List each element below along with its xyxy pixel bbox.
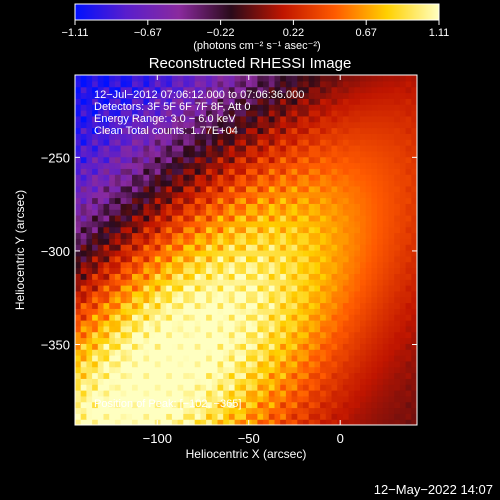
colorbar-ticks: −1.11 −0.67 −0.22 0.22 0.67 1.11 bbox=[61, 20, 449, 39]
colorbar-tick-label: 0.67 bbox=[355, 27, 376, 39]
annotation-time-range: 12−Jul−2012 07:06:12.000 to 07:06:36.000 bbox=[94, 89, 304, 101]
colorbar-tick-label: 0.22 bbox=[283, 27, 304, 39]
y-tick-label: −250 bbox=[41, 150, 70, 165]
annotation-detectors: Detectors: 3F 5F 6F 7F 8F, Att 0 bbox=[94, 101, 251, 113]
x-tick-label: −50 bbox=[238, 431, 260, 446]
heatmap-image bbox=[75, 75, 417, 425]
colorbar-tick-label: −0.22 bbox=[207, 27, 235, 39]
x-axis-label: Heliocentric X (arcsec) bbox=[186, 447, 307, 461]
colorbar-units: (photons cm⁻² s⁻¹ asec⁻²) bbox=[193, 40, 320, 52]
x-tick-label: −100 bbox=[143, 431, 172, 446]
colorbar-tick-label: −0.67 bbox=[134, 27, 162, 39]
y-axis-ticks: −250 −300 −350 bbox=[41, 150, 417, 353]
colorbar-tick-label: −1.11 bbox=[61, 27, 88, 39]
annotation-clean-counts: Clean Total counts: 1.77E+04 bbox=[94, 125, 238, 137]
annotation-energy-range: Energy Range: 3.0 − 6.0 keV bbox=[94, 113, 236, 125]
y-tick-label: −300 bbox=[41, 244, 70, 259]
x-tick-label: 0 bbox=[337, 431, 344, 446]
colorbar bbox=[74, 3, 440, 21]
y-axis-label: Heliocentric Y (arcsec) bbox=[13, 190, 27, 310]
footer-date: 12−May−2022 14:07 bbox=[374, 482, 493, 497]
y-tick-label: −350 bbox=[41, 338, 70, 353]
colorbar-tick-label: 1.11 bbox=[429, 27, 450, 39]
annotation-peak-position: Position of Peak: [−102, −365] bbox=[94, 398, 241, 410]
x-axis-ticks: −100 −50 0 bbox=[143, 75, 344, 446]
plot-frame bbox=[74, 74, 418, 426]
chart-title: Reconstructed RHESSI Image bbox=[149, 55, 352, 72]
